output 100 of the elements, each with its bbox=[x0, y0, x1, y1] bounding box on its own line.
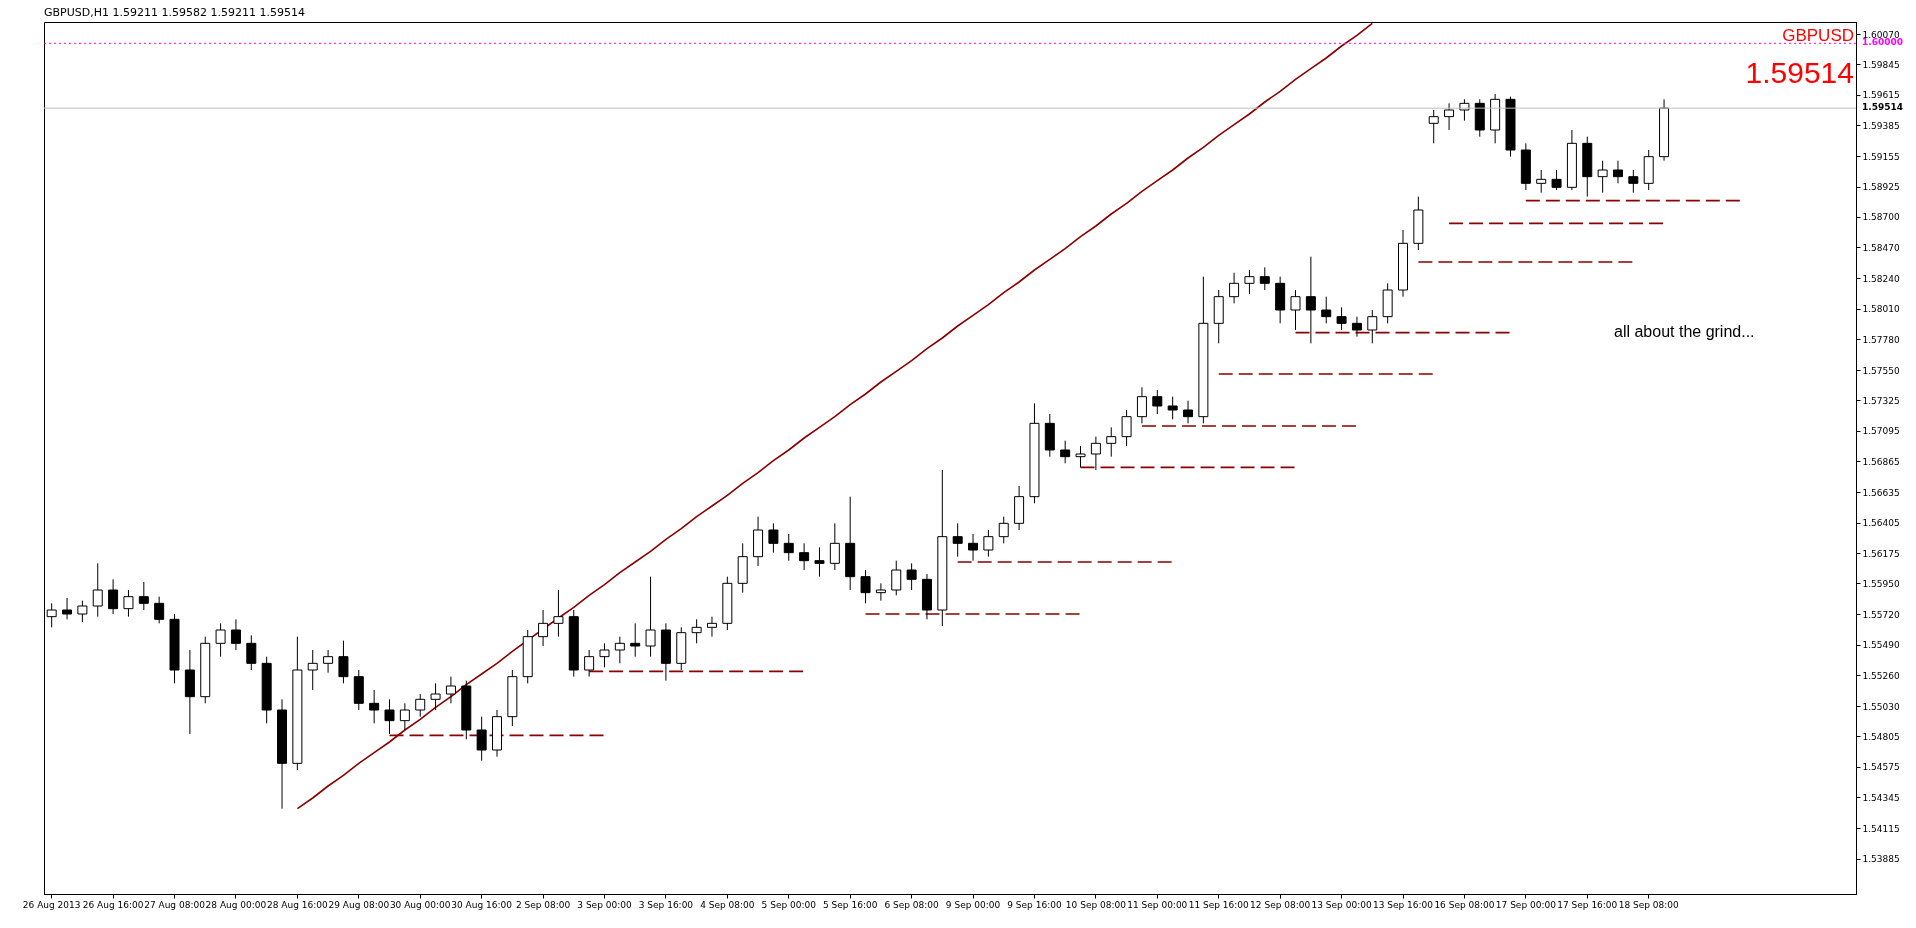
candlestick bbox=[1336, 306, 1347, 331]
annotation: 1.59514 bbox=[1745, 56, 1854, 89]
candlestick bbox=[1444, 102, 1455, 131]
candlestick bbox=[1244, 269, 1255, 295]
x-tick-label: 4 Sep 08:00 bbox=[700, 899, 755, 910]
candlestick bbox=[968, 533, 979, 562]
candlestick bbox=[1305, 256, 1316, 344]
y-tick-label: 1.56635 bbox=[1862, 487, 1900, 498]
candlestick bbox=[123, 589, 134, 618]
x-tick-label: 26 Aug 16:00 bbox=[82, 899, 144, 910]
x-tick-label: 3 Sep 00:00 bbox=[577, 899, 632, 910]
candlestick bbox=[875, 582, 886, 602]
candlestick bbox=[783, 533, 794, 562]
y-tick-label: 1.59155 bbox=[1862, 151, 1900, 162]
y-tick-label: 1.56865 bbox=[1862, 456, 1900, 467]
candlestick bbox=[1536, 169, 1547, 194]
candlestick bbox=[584, 649, 595, 678]
x-tick-label: 5 Sep 16:00 bbox=[823, 899, 878, 910]
x-tick-label: 12 Sep 08:00 bbox=[1250, 899, 1311, 910]
candlestick bbox=[369, 689, 380, 724]
candlestick bbox=[476, 716, 487, 762]
candlestick bbox=[1060, 440, 1071, 464]
candlestick bbox=[62, 597, 73, 620]
x-tick-label: 30 Aug 16:00 bbox=[451, 899, 513, 910]
annotation: all about the grind... bbox=[1614, 323, 1755, 340]
candlestick bbox=[415, 693, 426, 718]
y-tick-label: 1.55950 bbox=[1862, 578, 1900, 589]
y-tick-label: 1.57095 bbox=[1862, 426, 1900, 437]
y-tick-label: 1.54345 bbox=[1862, 792, 1900, 803]
candlestick bbox=[1121, 409, 1132, 447]
candlestick bbox=[906, 562, 917, 591]
candlestick bbox=[1351, 316, 1362, 338]
x-tick-label: 10 Sep 08:00 bbox=[1065, 899, 1127, 910]
y-tick-label: 1.60070 bbox=[1862, 29, 1900, 40]
candlestick bbox=[1183, 400, 1194, 424]
candlestick bbox=[1367, 309, 1378, 344]
x-tick-label: 27 Aug 08:00 bbox=[144, 899, 206, 910]
candlestick bbox=[538, 609, 549, 647]
candlestick bbox=[1612, 160, 1623, 184]
candlestick bbox=[1090, 436, 1101, 471]
candlestick bbox=[814, 546, 825, 578]
candlestick bbox=[983, 529, 994, 558]
candlestick bbox=[92, 562, 103, 618]
x-tick-label: 30 Aug 00:00 bbox=[389, 899, 451, 910]
y-tick-label: 1.55030 bbox=[1862, 701, 1900, 712]
x-tick-label: 3 Sep 16:00 bbox=[638, 899, 694, 910]
y-tick-label: 1.56175 bbox=[1862, 548, 1900, 559]
candlestick bbox=[1167, 396, 1178, 420]
y-tick-label: 1.54115 bbox=[1862, 823, 1900, 834]
candlestick bbox=[768, 522, 779, 554]
y-tick-label: 1.59845 bbox=[1862, 59, 1900, 70]
y-tick-label: 1.59385 bbox=[1862, 120, 1900, 131]
candlestick bbox=[445, 676, 456, 704]
line-series bbox=[296, 22, 1374, 810]
candlestick bbox=[599, 642, 610, 668]
candlestick bbox=[1628, 169, 1639, 194]
candlestick bbox=[829, 522, 840, 571]
x-tick-label: 11 Sep 16:00 bbox=[1188, 899, 1250, 910]
x-tick-label: 17 Sep 00:00 bbox=[1495, 899, 1557, 910]
candlestick bbox=[1428, 109, 1439, 144]
candlestick bbox=[1106, 426, 1117, 458]
candlestick bbox=[154, 596, 165, 624]
annotation: GBPUSD bbox=[1782, 26, 1854, 45]
y-tick-label: 1.57550 bbox=[1862, 365, 1900, 376]
candlestick bbox=[630, 622, 641, 658]
candlestick bbox=[399, 702, 410, 731]
candlestick bbox=[230, 618, 241, 651]
candlestick bbox=[323, 649, 334, 674]
x-tick-label: 11 Sep 00:00 bbox=[1127, 899, 1188, 910]
ref-line-label: 1.60000 bbox=[1862, 37, 1903, 48]
candlestick bbox=[614, 636, 625, 664]
candlestick bbox=[1152, 389, 1163, 415]
x-tick-label: 2 Sep 08:00 bbox=[515, 899, 571, 910]
x-tick-label: 9 Sep 16:00 bbox=[1007, 899, 1062, 910]
y-tick-label: 1.57780 bbox=[1862, 334, 1900, 345]
y-tick-label: 1.55720 bbox=[1862, 609, 1900, 620]
candlestick bbox=[799, 542, 810, 571]
y-tick-label: 1.58700 bbox=[1862, 212, 1900, 223]
x-tick-label: 26 Aug 2013 bbox=[22, 899, 81, 910]
x-tick-label: 5 Sep 00:00 bbox=[761, 899, 817, 910]
x-tick-label: 9 Sep 00:00 bbox=[945, 899, 1001, 910]
candlestick bbox=[706, 616, 717, 638]
y-tick-label: 1.53885 bbox=[1862, 854, 1900, 865]
candlestick bbox=[1290, 289, 1301, 331]
x-tick-label: 28 Aug 16:00 bbox=[267, 899, 328, 910]
candlestick bbox=[860, 569, 871, 604]
x-tick-label: 16 Sep 08:00 bbox=[1434, 899, 1495, 910]
candlestick bbox=[952, 522, 963, 558]
candlestick bbox=[1229, 272, 1240, 304]
y-tick-label: 1.54575 bbox=[1862, 762, 1900, 773]
candlestick bbox=[77, 600, 88, 623]
candlestick bbox=[998, 516, 1009, 544]
x-tick-label: 18 Sep 08:00 bbox=[1618, 899, 1679, 910]
ref-line-label: 1.59514 bbox=[1862, 102, 1903, 113]
candlestick bbox=[1321, 296, 1332, 324]
y-tick-label: 1.55260 bbox=[1862, 670, 1900, 681]
x-tick-label: 13 Sep 16:00 bbox=[1372, 899, 1434, 910]
y-tick-label: 1.56405 bbox=[1862, 518, 1900, 529]
y-tick-label: 1.58010 bbox=[1862, 304, 1900, 315]
candlestick bbox=[1551, 169, 1562, 191]
